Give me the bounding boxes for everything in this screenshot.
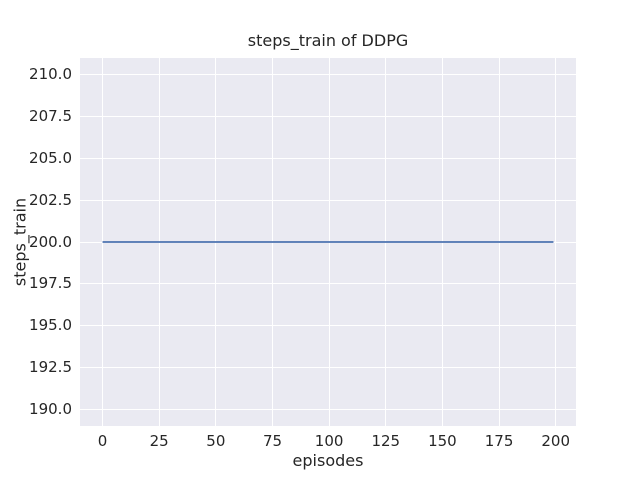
x-tick-label: 150 <box>428 432 457 450</box>
gridline-horizontal <box>80 74 576 76</box>
gridline-horizontal <box>80 157 576 159</box>
gridline-horizontal <box>80 283 576 285</box>
y-axis-label: steps_train <box>10 197 30 287</box>
chart-title: steps_train of DDPG <box>247 31 409 50</box>
x-tick-label: 0 <box>97 432 108 450</box>
x-tick-label: 200 <box>541 432 571 450</box>
x-tick-label: 100 <box>314 432 344 450</box>
gridline-horizontal <box>80 366 576 368</box>
y-tick-label: 210.0 <box>29 65 72 84</box>
x-tick-label: 175 <box>484 432 514 450</box>
gridline-horizontal <box>80 116 576 118</box>
y-tick-label: 192.5 <box>29 357 72 376</box>
y-tick-label: 202.5 <box>29 190 72 209</box>
gridline-horizontal <box>80 199 576 201</box>
series-layer <box>102 241 554 243</box>
x-tick-label: 125 <box>371 432 401 450</box>
y-tick-label: 197.5 <box>29 274 72 293</box>
y-tick-label: 207.5 <box>29 107 72 126</box>
gridline-horizontal <box>80 408 576 410</box>
y-tick-label: 200.0 <box>29 232 72 251</box>
y-tick-label: 190.0 <box>29 399 72 418</box>
y-tick-label: 195.0 <box>29 316 72 335</box>
plot-area <box>80 58 576 426</box>
x-axis-label: episodes <box>292 451 364 470</box>
y-tick-label: 205.0 <box>29 148 72 167</box>
x-tick-label: 50 <box>206 432 226 450</box>
gridline-horizontal <box>80 325 576 327</box>
x-tick-label: 25 <box>149 432 169 450</box>
x-tick-label: 75 <box>262 432 283 450</box>
